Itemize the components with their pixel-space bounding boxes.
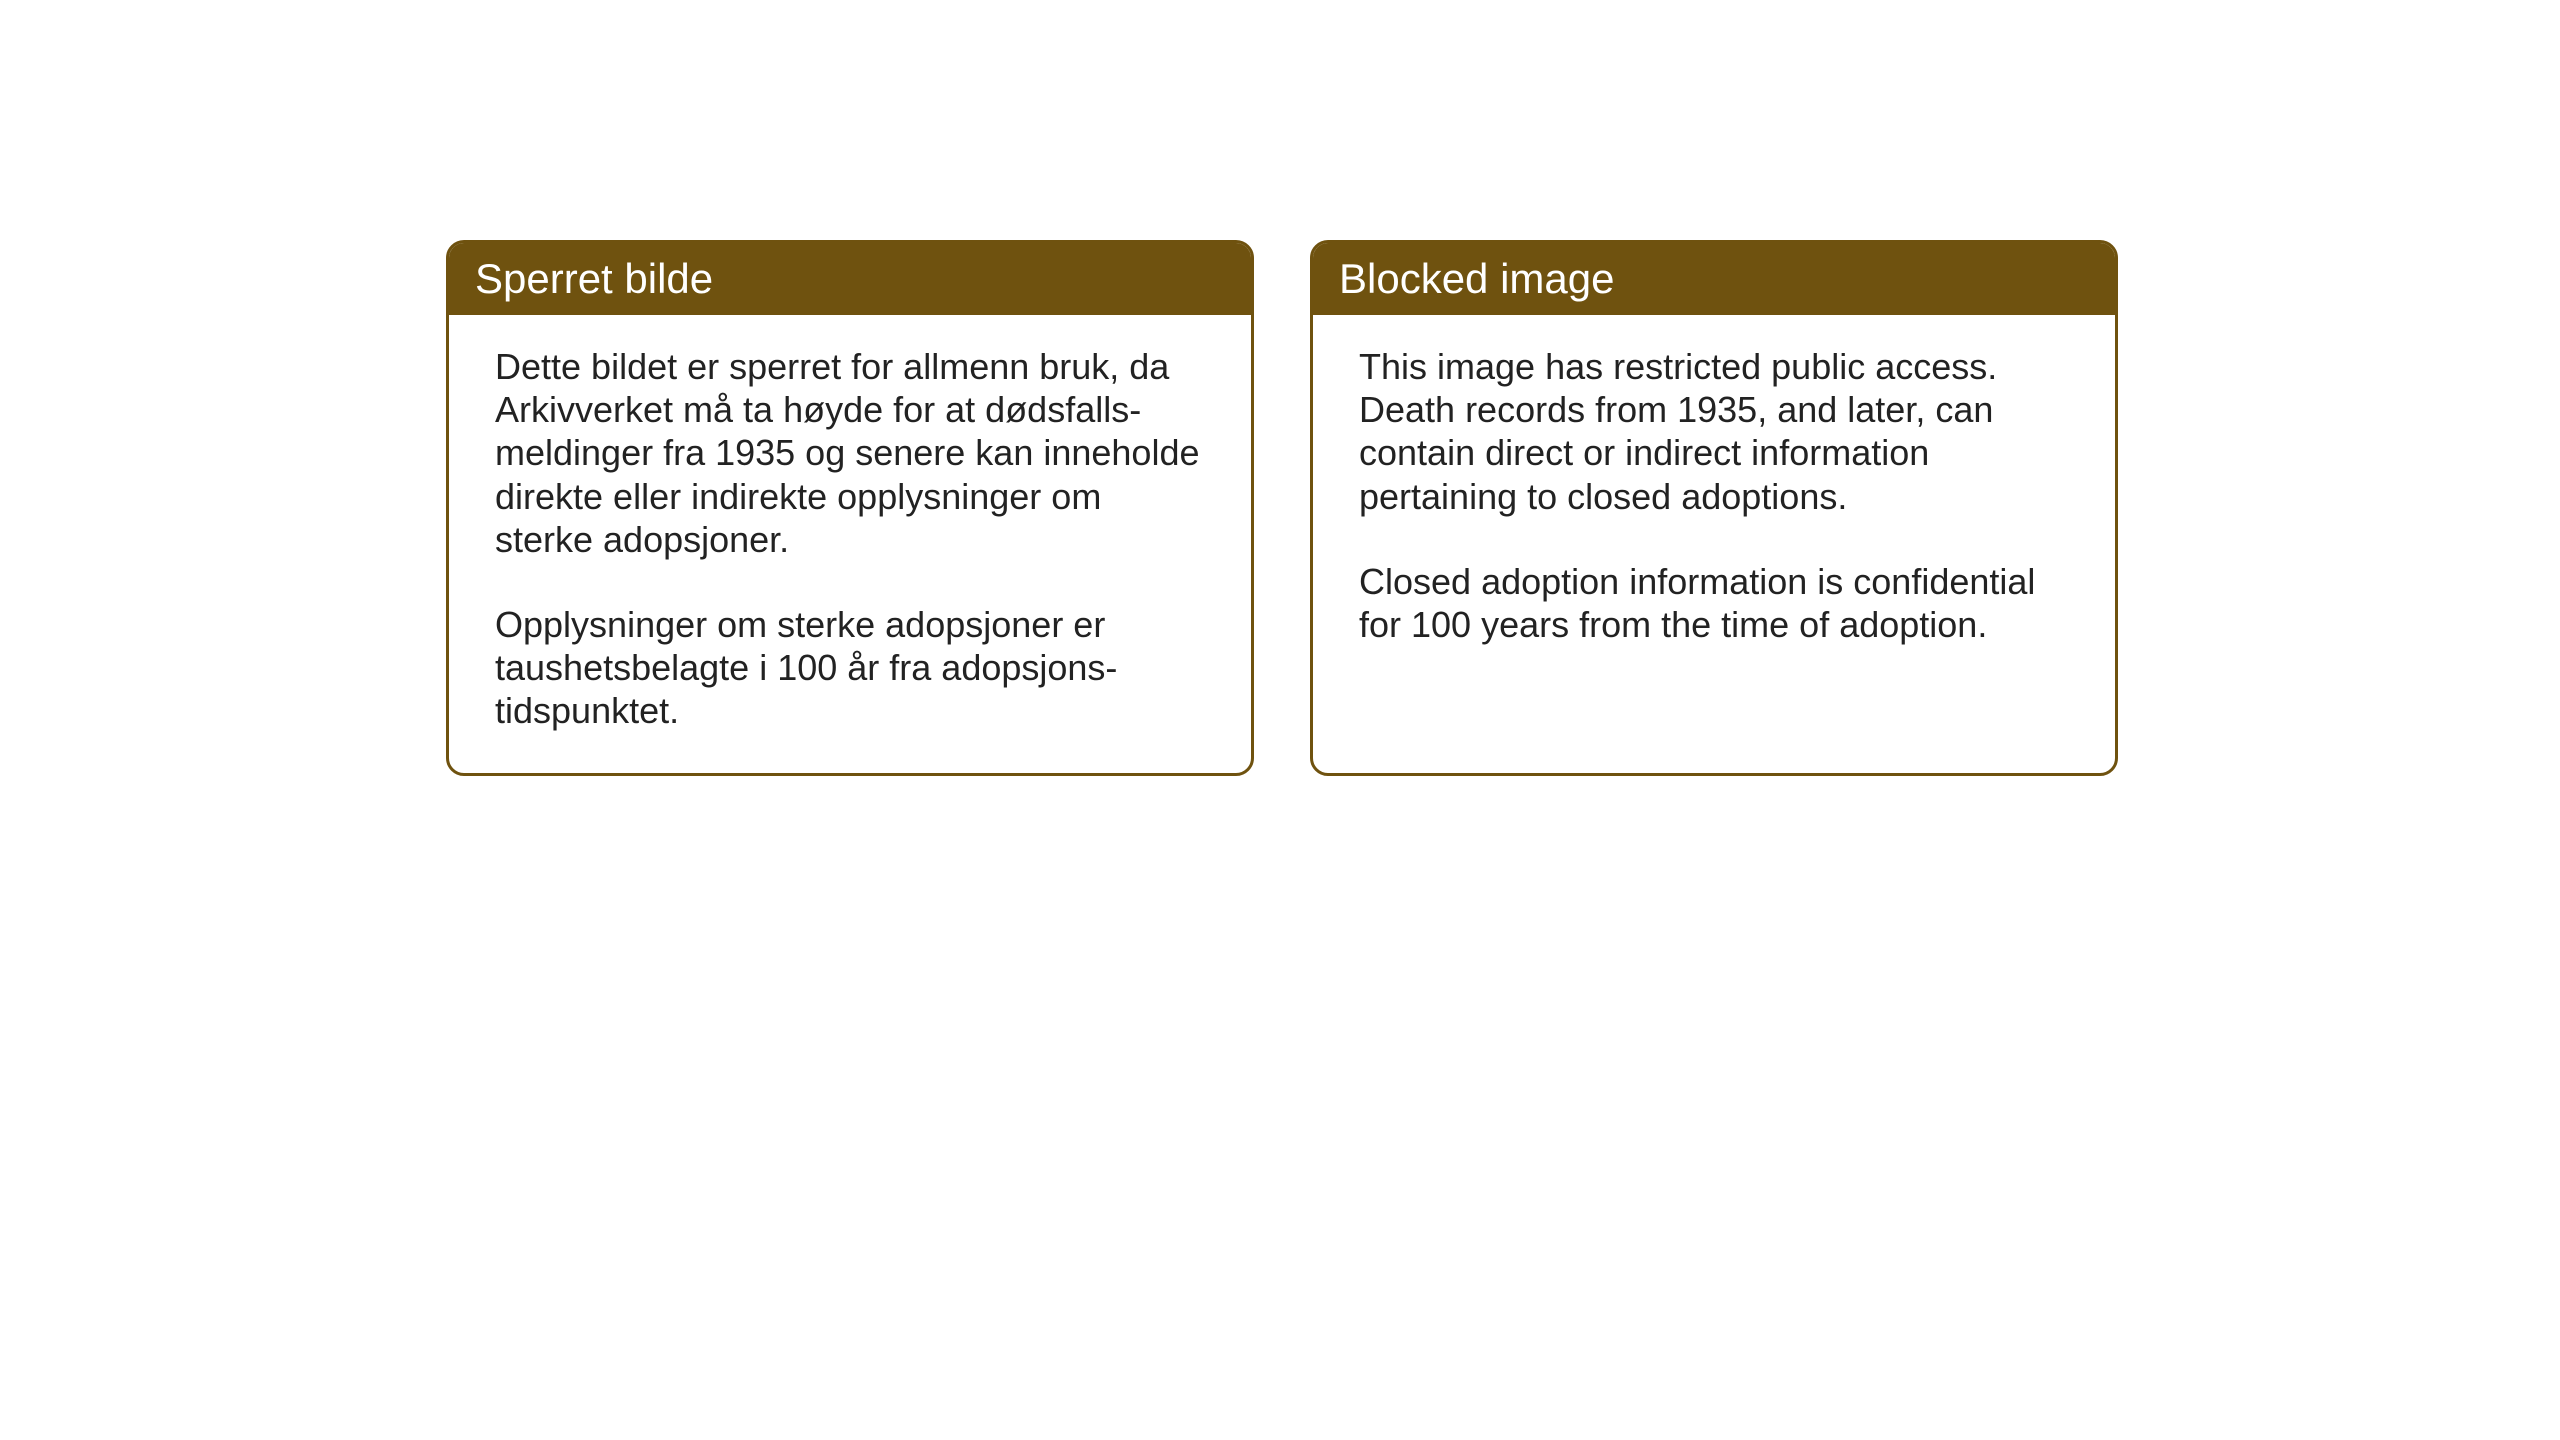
- cards-container: Sperret bilde Dette bildet er sperret fo…: [446, 240, 2118, 776]
- card-english: Blocked image This image has restricted …: [1310, 240, 2118, 776]
- card-norwegian-body: Dette bildet er sperret for allmenn bruk…: [449, 315, 1251, 773]
- card-norwegian-paragraph-2: Opplysninger om sterke adopsjoner er tau…: [495, 603, 1205, 733]
- card-english-body: This image has restricted public access.…: [1313, 315, 2115, 686]
- card-norwegian-title: Sperret bilde: [475, 255, 713, 302]
- card-norwegian-paragraph-1: Dette bildet er sperret for allmenn bruk…: [495, 345, 1205, 561]
- card-english-header: Blocked image: [1313, 243, 2115, 315]
- card-english-title: Blocked image: [1339, 255, 1614, 302]
- card-norwegian-header: Sperret bilde: [449, 243, 1251, 315]
- card-english-paragraph-2: Closed adoption information is confident…: [1359, 560, 2069, 646]
- card-norwegian: Sperret bilde Dette bildet er sperret fo…: [446, 240, 1254, 776]
- card-english-paragraph-1: This image has restricted public access.…: [1359, 345, 2069, 518]
